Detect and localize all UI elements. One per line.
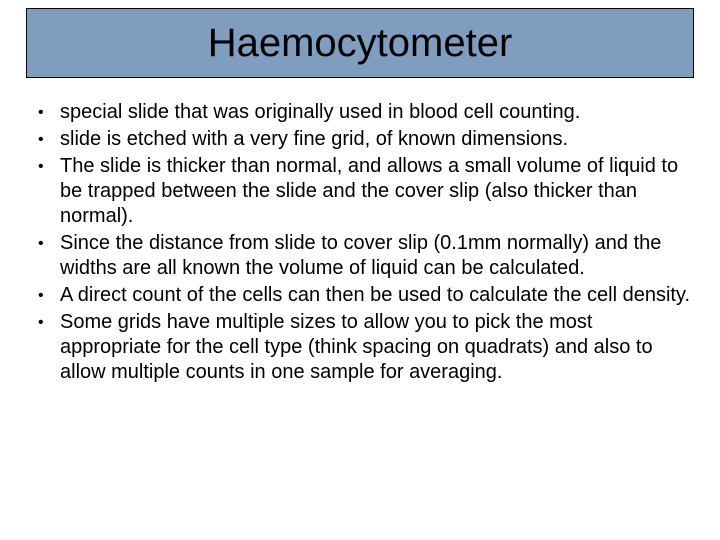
list-item: Some grids have multiple sizes to allow … (30, 310, 694, 385)
list-item: slide is etched with a very fine grid, o… (30, 127, 694, 152)
list-item: The slide is thicker than normal, and al… (30, 154, 694, 229)
page-title: Haemocytometer (208, 23, 513, 63)
bullet-list-container: special slide that was originally used i… (30, 100, 694, 387)
list-item: Since the distance from slide to cover s… (30, 231, 694, 281)
list-item: A direct count of the cells can then be … (30, 283, 694, 308)
list-item: special slide that was originally used i… (30, 100, 694, 125)
title-bar: Haemocytometer (26, 8, 694, 78)
bullet-list: special slide that was originally used i… (30, 100, 694, 385)
